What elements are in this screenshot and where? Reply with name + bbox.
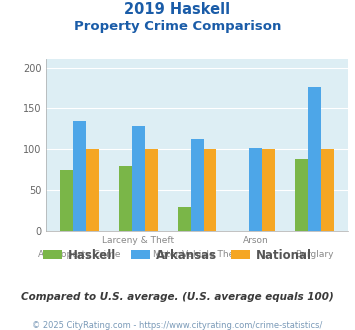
Text: Property Crime Comparison: Property Crime Comparison: [74, 20, 281, 33]
Legend: Haskell, Arkansas, National: Haskell, Arkansas, National: [39, 244, 316, 266]
Bar: [132, 126, 144, 231]
Bar: [295, 159, 308, 231]
Text: All Property Crime: All Property Crime: [38, 250, 121, 259]
Bar: [308, 87, 321, 231]
Bar: [203, 149, 217, 231]
Bar: [191, 140, 203, 231]
Text: Arson: Arson: [243, 236, 269, 245]
Text: Larceny & Theft: Larceny & Theft: [102, 236, 174, 245]
Text: 2019 Haskell: 2019 Haskell: [125, 2, 230, 16]
Text: Compared to U.S. average. (U.S. average equals 100): Compared to U.S. average. (U.S. average …: [21, 292, 334, 302]
Text: Motor Vehicle Theft: Motor Vehicle Theft: [153, 250, 241, 259]
Bar: [321, 149, 334, 231]
Text: © 2025 CityRating.com - https://www.cityrating.com/crime-statistics/: © 2025 CityRating.com - https://www.city…: [32, 321, 323, 330]
Text: Burglary: Burglary: [295, 250, 334, 259]
Bar: [262, 149, 275, 231]
Bar: [86, 149, 99, 231]
Bar: [144, 149, 158, 231]
Bar: [178, 207, 191, 231]
Bar: [73, 121, 86, 231]
Bar: [119, 166, 132, 231]
Bar: [250, 148, 262, 231]
Bar: [60, 170, 73, 231]
